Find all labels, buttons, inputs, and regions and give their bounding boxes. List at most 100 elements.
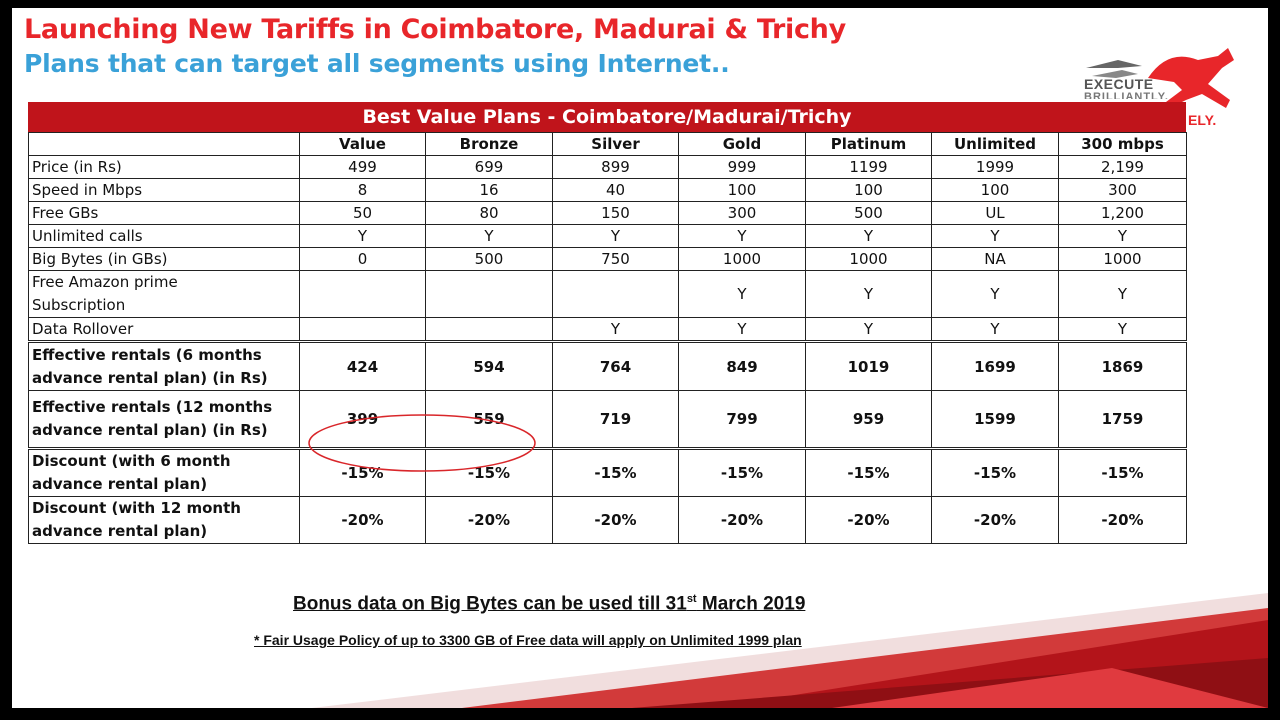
- page-subtitle: Plans that can target all segments using…: [24, 49, 730, 78]
- table-cell: -15%: [552, 447, 679, 497]
- table-cell: -15%: [1058, 447, 1187, 497]
- table-cell: 1999: [931, 155, 1059, 179]
- table-cell: -15%: [678, 447, 806, 497]
- row-label-line: Discount (with 6 month: [32, 452, 231, 470]
- table-cell: 1759: [1058, 390, 1187, 449]
- table-cell: 2,199: [1058, 155, 1187, 179]
- table-cell: 899: [552, 155, 679, 179]
- table-cell: [425, 270, 553, 318]
- table-cell: Y: [1058, 270, 1187, 318]
- table-row: Discount (with 12 month advance rental p…: [28, 496, 1187, 544]
- table-cell: UL: [931, 201, 1059, 225]
- table-cell: 300: [1058, 178, 1187, 202]
- table-cell: Y: [678, 317, 806, 342]
- table-row: Effective rentals (6 months advance rent…: [28, 340, 1187, 391]
- table-cell: 1199: [805, 155, 932, 179]
- table-cell: Y: [299, 224, 426, 248]
- table-cell: 1699: [931, 340, 1059, 391]
- row-label-line: advance rental plan) (in Rs): [32, 368, 268, 387]
- table-cell: Y: [931, 270, 1059, 318]
- table-cell: Y: [678, 270, 806, 318]
- table-cell: 500: [425, 247, 553, 271]
- table-cell: 719: [552, 390, 679, 449]
- table-row: Big Bytes (in GBs) 0 500 750 1000 1000 N…: [28, 247, 1187, 271]
- bonus-note-text: Bonus data on Big Bytes can be used till…: [293, 593, 687, 615]
- table-cell: 959: [805, 390, 932, 449]
- highlight-ellipse: [308, 414, 536, 472]
- table-cell: [425, 317, 553, 342]
- table-cell: -15%: [931, 447, 1059, 497]
- table-row: Price (in Rs) 499 699 899 999 1199 1999 …: [28, 155, 1187, 179]
- table-cell: 8: [299, 178, 426, 202]
- row-label: Effective rentals (12 months advance ren…: [28, 390, 300, 449]
- table-cell: 1000: [1058, 247, 1187, 271]
- table-cell: 1000: [805, 247, 932, 271]
- table-cell: [552, 270, 679, 318]
- table-cell: -20%: [931, 496, 1059, 544]
- table-cell: Y: [931, 224, 1059, 248]
- table-row: Free GBs 50 80 150 300 500 UL 1,200: [28, 201, 1187, 225]
- table-cell: 40: [552, 178, 679, 202]
- decorative-red-wedges: [312, 593, 1268, 708]
- logo: EXECUTE BRILLIANTLY. ELY.: [1078, 38, 1268, 138]
- row-label-line: advance rental plan): [32, 522, 208, 540]
- table-cell: 50: [299, 201, 426, 225]
- table-cell: -20%: [425, 496, 553, 544]
- table-cell: 100: [805, 178, 932, 202]
- column-header: Unlimited: [931, 132, 1059, 156]
- table-cell: NA: [931, 247, 1059, 271]
- page-title: Launching New Tariffs in Coimbatore, Mad…: [24, 14, 846, 45]
- table-row: Speed in Mbps 8 16 40 100 100 100 300: [28, 178, 1187, 202]
- row-label-line: Effective rentals (6 months: [32, 345, 262, 364]
- plans-table: Best Value Plans - Coimbatore/Madurai/Tr…: [28, 102, 1187, 544]
- table-cell: 499: [299, 155, 426, 179]
- table-cell: -20%: [805, 496, 932, 544]
- table-cell: Y: [678, 224, 806, 248]
- table-header-row: Value Bronze Silver Gold Platinum Unlimi…: [28, 132, 1187, 156]
- row-label: Unlimited calls: [28, 224, 300, 248]
- table-row: Discount (with 6 month advance rental pl…: [28, 447, 1187, 497]
- table-cell: -15%: [425, 447, 553, 497]
- table-row: Effective rentals (12 months advance ren…: [28, 390, 1187, 449]
- table-cell: Y: [552, 224, 679, 248]
- table-cell: 1000: [678, 247, 806, 271]
- table-cell: 764: [552, 340, 679, 391]
- row-label: Effective rentals (6 months advance rent…: [28, 340, 300, 391]
- bonus-note-end: March 2019: [696, 593, 806, 615]
- row-label: Big Bytes (in GBs): [28, 247, 300, 271]
- table-cell: Y: [1058, 224, 1187, 248]
- row-label-line: Subscription: [32, 296, 126, 314]
- row-label-line: Effective rentals (12 months: [32, 398, 273, 416]
- table-cell: 594: [425, 340, 553, 391]
- table-cell: 100: [678, 178, 806, 202]
- row-label: Discount (with 12 month advance rental p…: [28, 496, 300, 544]
- table-cell: 1019: [805, 340, 932, 391]
- table-cell: Y: [552, 317, 679, 342]
- row-label: Data Rollover: [28, 317, 300, 342]
- table-cell: 16: [425, 178, 553, 202]
- table-row: Data Rollover Y Y Y Y Y: [28, 317, 1187, 342]
- table-cell: 150: [552, 201, 679, 225]
- table-cell: 799: [678, 390, 806, 449]
- table-cell: 699: [425, 155, 553, 179]
- table-cell: 1,200: [1058, 201, 1187, 225]
- table-cell: 500: [805, 201, 932, 225]
- table-cell: Y: [805, 317, 932, 342]
- table-cell: -20%: [1058, 496, 1187, 544]
- table-cell: 80: [425, 201, 553, 225]
- table-cell: Y: [425, 224, 553, 248]
- table-cell: Y: [931, 317, 1059, 342]
- table-row: Unlimited calls Y Y Y Y Y Y Y: [28, 224, 1187, 248]
- column-header: Gold: [678, 132, 806, 156]
- row-label-line: advance rental plan): [32, 475, 208, 493]
- row-label: Free Amazon prime Subscription: [28, 270, 300, 318]
- table-cell: Y: [1058, 317, 1187, 342]
- table-row: Free Amazon prime Subscription Y Y Y Y: [28, 270, 1187, 318]
- table-cell: 0: [299, 247, 426, 271]
- logo-text-2: BRILLIANTLY.: [1084, 91, 1169, 99]
- column-header: Silver: [552, 132, 679, 156]
- table-cell: 100: [931, 178, 1059, 202]
- plans-grid: Value Bronze Silver Gold Platinum Unlimi…: [28, 132, 1187, 544]
- table-cell: Y: [805, 270, 932, 318]
- fup-note: * Fair Usage Policy of up to 3300 GB of …: [254, 632, 802, 648]
